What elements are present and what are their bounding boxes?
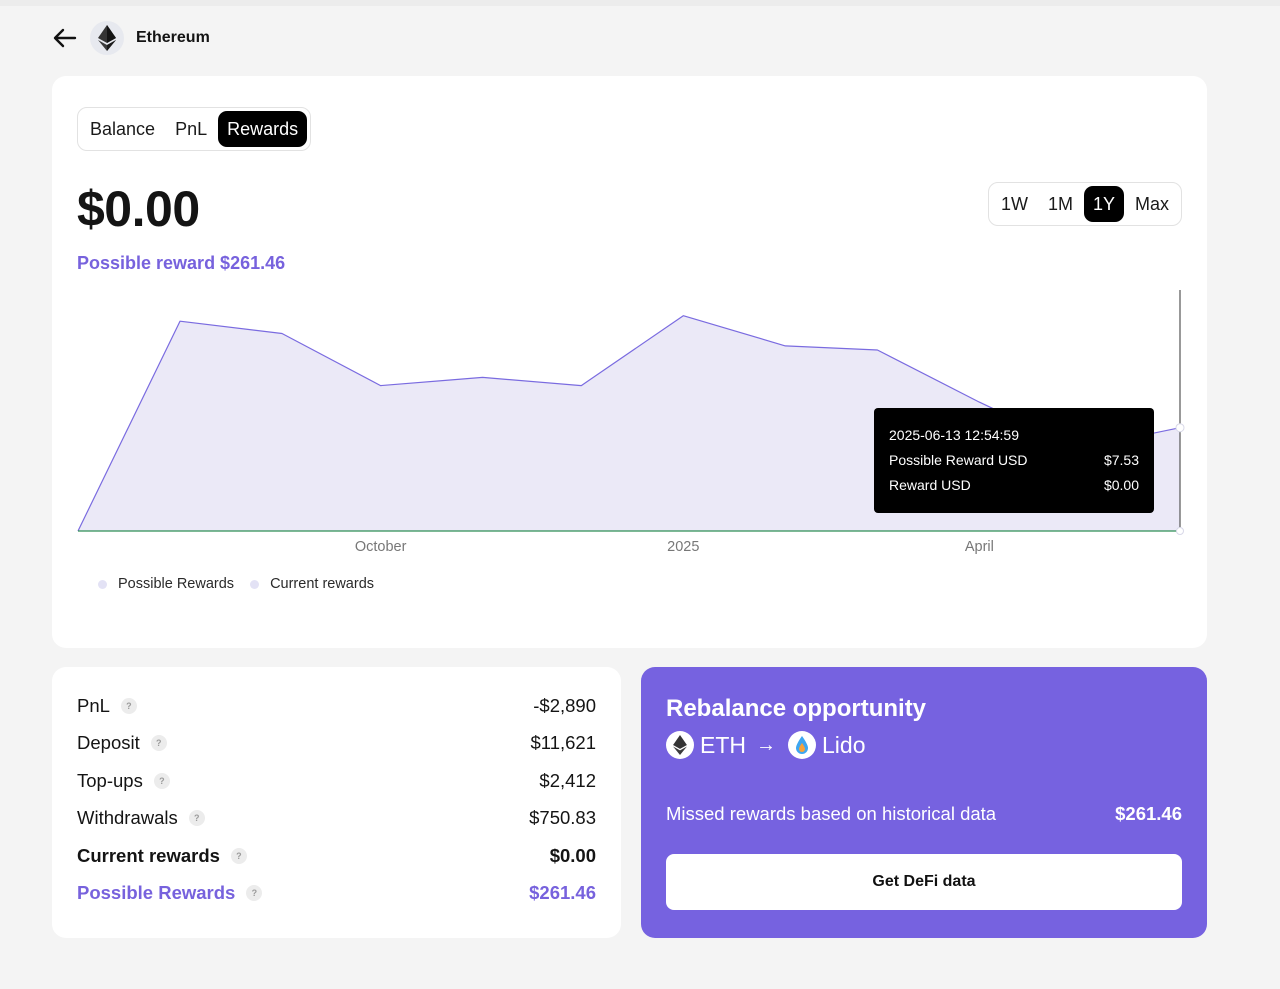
stat-value: $750.83 — [529, 807, 596, 829]
range-1w[interactable]: 1W — [1000, 193, 1028, 214]
view-tabs: Balance PnL Rewards — [77, 107, 312, 151]
stat-value: $2,412 — [539, 769, 596, 791]
rewards-chart-card: Balance PnL Rewards $0.00 Possible rewar… — [52, 76, 1207, 648]
page-header: Ethereum — [52, 20, 210, 56]
range-1m[interactable]: 1M — [1047, 193, 1073, 214]
possible-reward: Possible reward $261.46 — [77, 253, 286, 273]
stat-value: -$2,890 — [533, 694, 596, 716]
x-tick-label: October — [355, 539, 407, 555]
stat-label: Current rewards — [77, 844, 220, 866]
tooltip-label: Reward USD — [889, 477, 971, 493]
stat-label: PnL — [77, 694, 110, 716]
stat-value: $261.46 — [529, 882, 596, 904]
stat-label: Deposit — [77, 732, 140, 754]
stat-label: Withdrawals — [77, 807, 178, 829]
get-defi-data-button[interactable]: Get DeFi data — [666, 854, 1182, 910]
rebalance-title: Rebalance opportunity — [666, 695, 927, 722]
stat-value: $0.00 — [549, 844, 596, 866]
tooltip-date: 2025-06-13 12:54:59 — [889, 427, 1019, 443]
help-icon[interactable]: ? — [153, 772, 170, 789]
tooltip-row: Reward USD $0.00 — [889, 473, 1139, 498]
range-1y[interactable]: 1Y — [1083, 186, 1124, 222]
stat-row-deposit: Deposit? $11,621 — [77, 725, 596, 763]
legend-item-current-rewards[interactable]: Current rewards — [250, 576, 374, 592]
help-icon[interactable]: ? — [188, 810, 205, 827]
lido-icon — [788, 731, 816, 759]
chart-tooltip: 2025-06-13 12:54:59 Possible Reward USD … — [874, 408, 1154, 513]
stat-value: $11,621 — [530, 732, 597, 754]
rebalance-card: Rebalance opportunity ETH → Lido Missed … — [641, 667, 1207, 938]
stats-card: PnL? -$2,890 Deposit? $11,621 Top-ups? $… — [52, 667, 621, 938]
legend-item-possible-rewards[interactable]: Possible Rewards — [98, 576, 234, 592]
arrow-left-icon — [53, 28, 77, 48]
stat-row-possible-rewards: Possible Rewards? $261.46 — [77, 875, 596, 913]
stat-row-top-ups: Top-ups? $2,412 — [77, 762, 596, 800]
tooltip-value: $0.00 — [1103, 477, 1139, 493]
range-max[interactable]: Max — [1134, 193, 1169, 214]
tab-balance[interactable]: Balance — [90, 118, 156, 139]
stat-label: Possible Rewards — [77, 882, 236, 904]
x-tick-label: 2025 — [667, 539, 699, 555]
hover-point-current — [1176, 527, 1184, 535]
hover-point-possible — [1175, 423, 1185, 433]
stat-row-pnl: PnL? -$2,890 — [77, 687, 596, 725]
help-icon[interactable]: ? — [150, 735, 167, 752]
ethereum-icon — [90, 21, 124, 55]
tooltip-value: $7.53 — [1103, 452, 1139, 468]
tab-pnl[interactable]: PnL — [175, 118, 208, 139]
missed-label: Missed rewards based on historical data — [666, 803, 997, 824]
missed-value: $261.46 — [1115, 803, 1182, 824]
to-protocol: Lido — [822, 731, 866, 758]
x-tick-label: April — [965, 539, 994, 555]
asset-title: Ethereum — [136, 29, 210, 46]
arrow-right-icon: → — [756, 733, 776, 756]
tooltip-label: Possible Reward USD — [889, 452, 1028, 468]
help-icon[interactable]: ? — [246, 885, 263, 902]
top-strip — [0, 0, 1280, 6]
stat-row-withdrawals: Withdrawals? $750.83 — [77, 800, 596, 838]
legend-dot — [250, 579, 260, 589]
rebalance-route: ETH → Lido — [666, 731, 865, 759]
help-icon[interactable]: ? — [120, 697, 137, 714]
legend-label: Possible Rewards — [118, 576, 235, 592]
from-token: ETH — [700, 731, 746, 758]
time-range-selector: 1W 1M 1Y Max — [987, 182, 1182, 226]
chart-legend: Possible Rewards Current rewards — [98, 576, 390, 592]
stat-label: Top-ups — [77, 769, 143, 791]
legend-label: Current rewards — [270, 576, 375, 592]
ethereum-icon — [666, 731, 694, 759]
help-icon[interactable]: ? — [230, 847, 247, 864]
legend-dot — [98, 579, 107, 589]
tab-rewards[interactable]: Rewards — [218, 111, 308, 147]
back-button[interactable] — [52, 25, 78, 51]
tooltip-row: Possible Reward USD $7.53 — [889, 448, 1139, 473]
current-value: $0.00 — [77, 181, 200, 237]
missed-rewards: Missed rewards based on historical data … — [666, 803, 1182, 825]
stat-row-current-rewards: Current rewards? $0.00 — [77, 837, 596, 875]
